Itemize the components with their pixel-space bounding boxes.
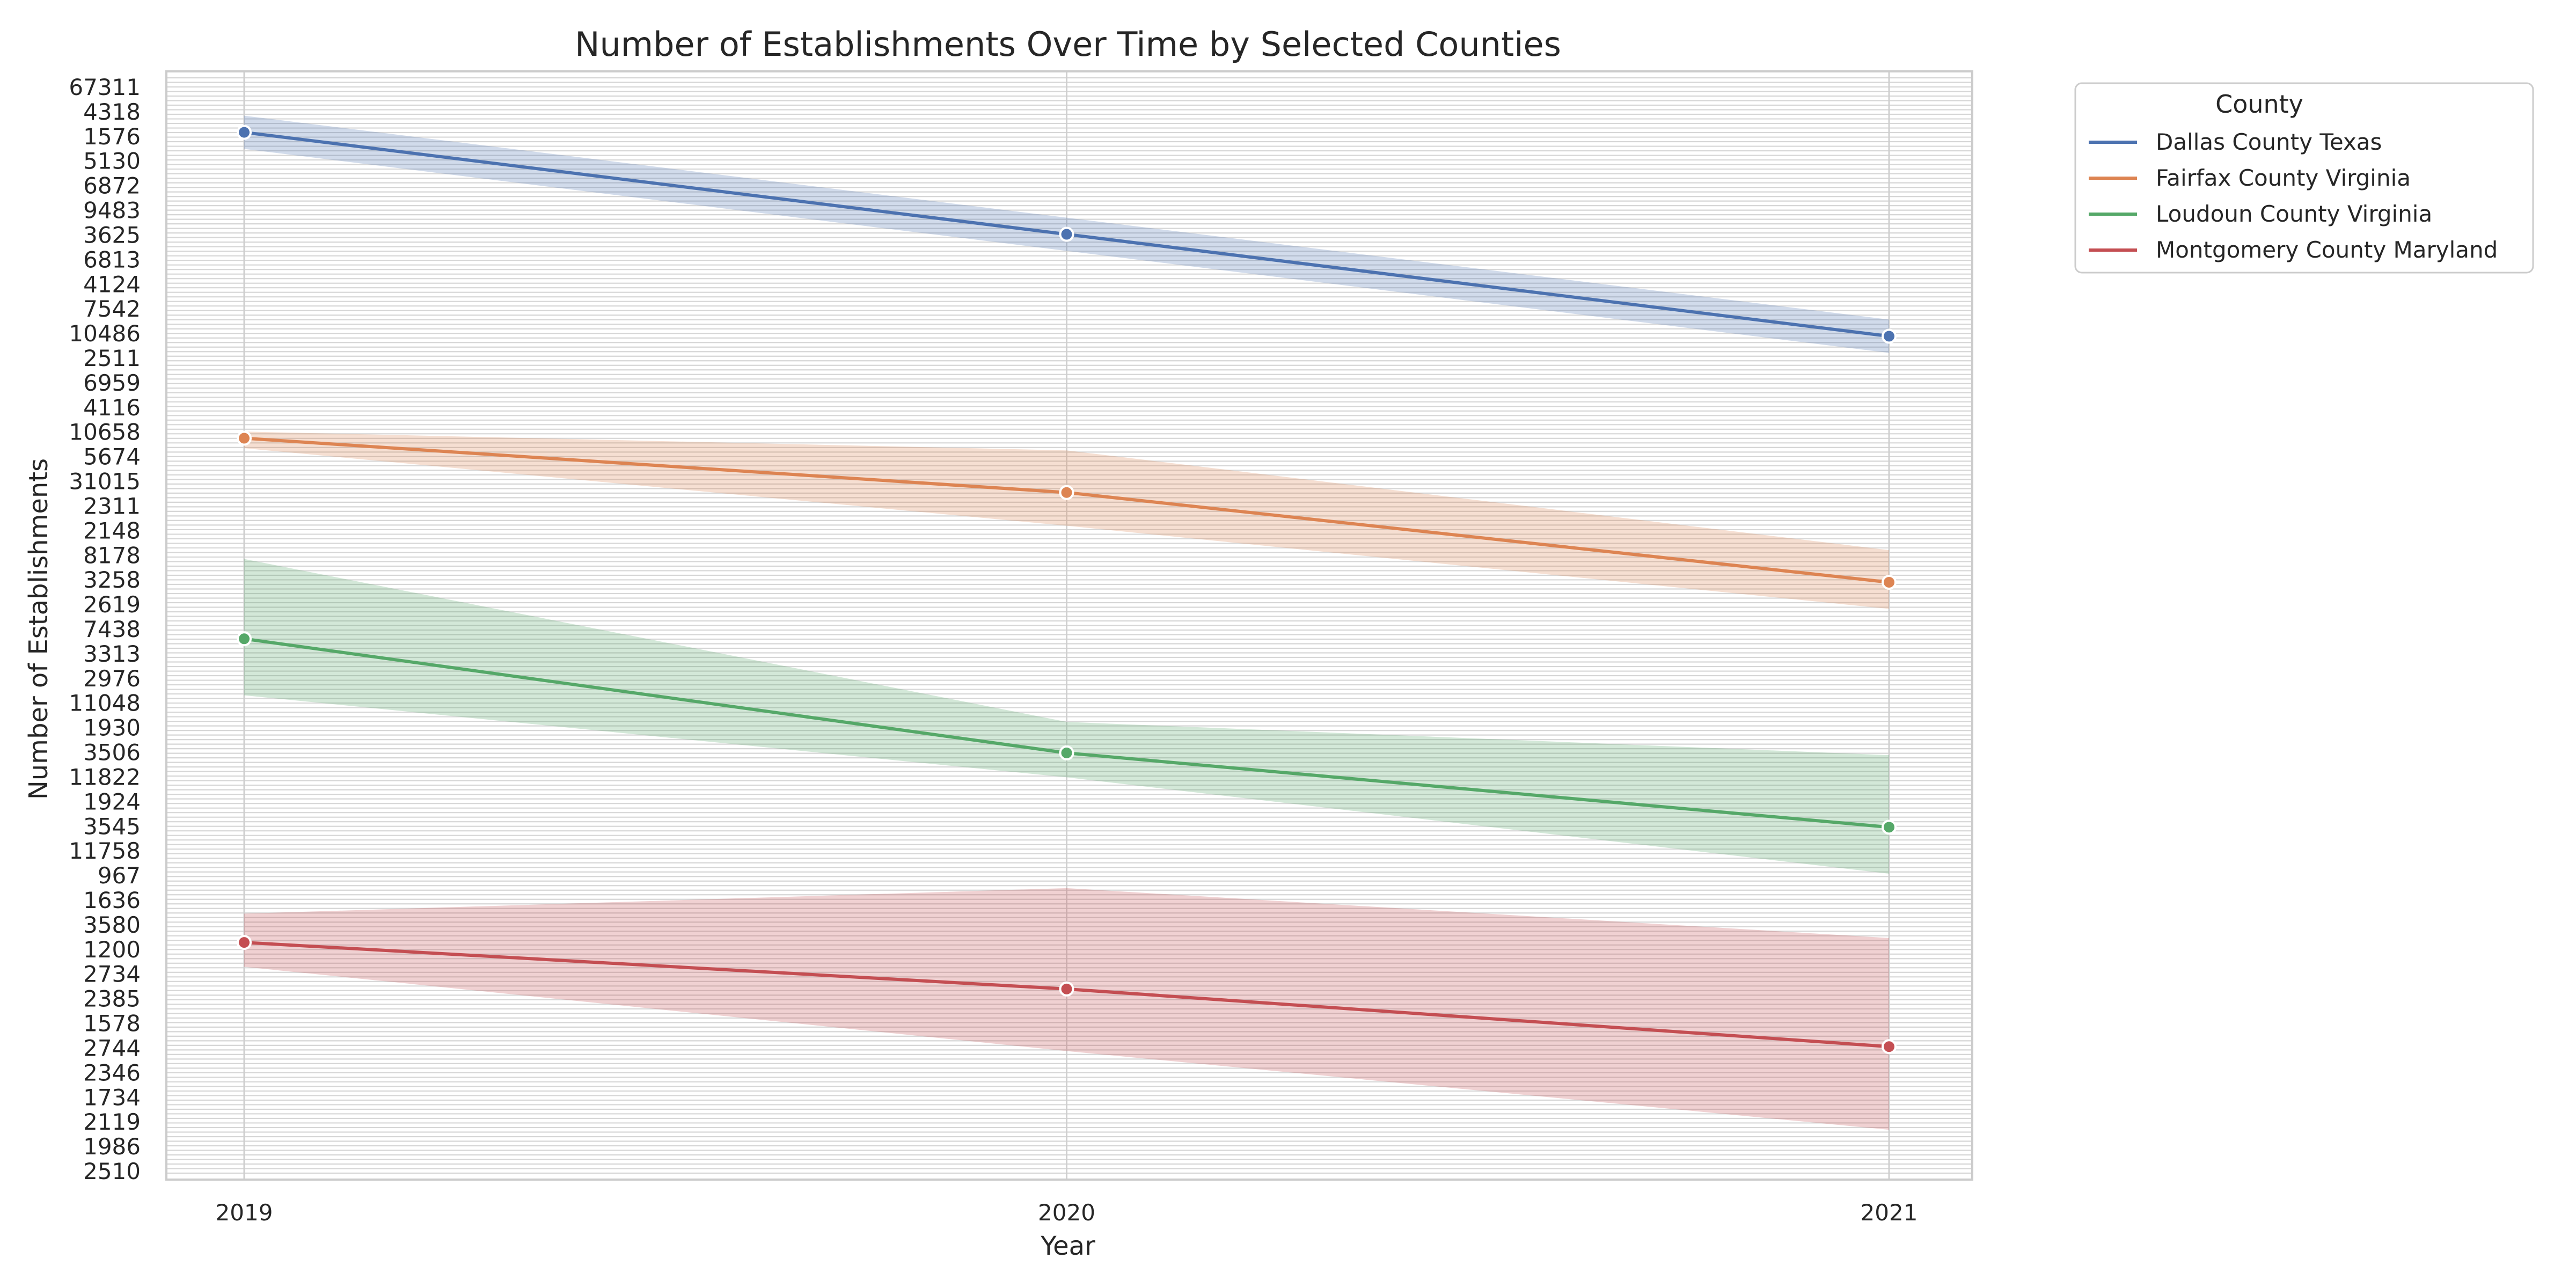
y-tick-label: 11048 — [69, 690, 141, 716]
y-tick-label: 3580 — [83, 912, 141, 938]
y-tick-label: 1924 — [83, 788, 141, 815]
data-point — [1059, 981, 1074, 997]
data-point — [1059, 745, 1074, 760]
x-tick-label: 2019 — [216, 1199, 273, 1226]
x-tick-label: 2020 — [1038, 1199, 1095, 1226]
y-tick-label: 2385 — [83, 986, 141, 1012]
data-point — [237, 631, 252, 647]
y-tick-label: 2976 — [83, 665, 141, 692]
y-axis-ticks: 6731143181576513068729483362568134124754… — [69, 74, 141, 1184]
data-point — [1882, 819, 1897, 835]
plot-area — [165, 70, 1973, 1181]
confidence-band — [244, 559, 1889, 874]
legend-title: County — [2215, 90, 2303, 119]
y-tick-label: 3506 — [83, 740, 141, 766]
legend: County Dallas County Texas Fairfax County… — [2074, 82, 2534, 274]
confidence-band — [244, 431, 1889, 609]
y-tick-label: 2346 — [83, 1059, 141, 1086]
data-point — [1059, 485, 1074, 500]
y-tick-label: 3258 — [83, 567, 141, 593]
y-tick-label: 2119 — [83, 1109, 141, 1135]
y-tick-label: 9483 — [83, 197, 141, 224]
y-tick-label: 5130 — [83, 148, 141, 174]
legend-frame — [2074, 82, 2534, 274]
data-point — [237, 430, 252, 446]
y-tick-label: 2744 — [83, 1035, 141, 1061]
y-tick-label: 3313 — [83, 641, 141, 667]
y-tick-label: 67311 — [69, 74, 141, 100]
legend-entry-label: Fairfax County Virginia — [2156, 165, 2411, 191]
y-tick-label: 3545 — [83, 813, 141, 839]
y-tick-label: 1734 — [83, 1084, 141, 1110]
y-tick-label: 1636 — [83, 887, 141, 913]
x-axis-ticks: 2019 2020 2021 — [216, 1199, 1918, 1226]
y-tick-label: 6813 — [83, 246, 141, 273]
legend-entry-label: Montgomery County Maryland — [2156, 237, 2498, 263]
y-tick-label: 10658 — [69, 419, 141, 445]
series-points — [237, 125, 1897, 1055]
y-axis-label: Number of Establishments — [24, 458, 54, 800]
legend-entry-label: Loudoun County Virginia — [2156, 201, 2432, 227]
chart-title: Number of Establishments Over Time by Se… — [575, 25, 1561, 64]
y-tick-label: 6872 — [83, 173, 141, 199]
y-tick-label: 1578 — [83, 1011, 141, 1037]
y-tick-label: 4116 — [83, 394, 141, 421]
data-point — [237, 125, 252, 140]
y-tick-label: 8178 — [83, 542, 141, 568]
data-point — [1882, 1039, 1897, 1055]
y-tick-label: 1930 — [83, 715, 141, 741]
y-tick-label: 1986 — [83, 1133, 141, 1160]
y-tick-label: 5674 — [83, 444, 141, 470]
data-point — [1882, 574, 1897, 590]
data-point — [1059, 226, 1074, 242]
y-tick-label: 3625 — [83, 222, 141, 248]
x-tick-label: 2021 — [1861, 1199, 1918, 1226]
y-tick-label: 11822 — [69, 764, 141, 790]
legend-entry-label: Dallas County Texas — [2156, 129, 2382, 155]
x-axis-label: Year — [1040, 1231, 1095, 1261]
y-tick-label: 2619 — [83, 591, 141, 618]
y-tick-label: 4318 — [83, 99, 141, 125]
y-tick-label: 31015 — [69, 469, 141, 495]
confidence-band — [244, 888, 1889, 1130]
y-tick-label: 2511 — [83, 345, 141, 371]
y-tick-label: 7542 — [83, 296, 141, 322]
y-tick-label: 4124 — [83, 271, 141, 297]
y-tick-label: 1200 — [83, 936, 141, 963]
y-tick-label: 2311 — [83, 493, 141, 519]
y-tick-label: 967 — [98, 862, 141, 889]
legend-items: Dallas County Texas Fairfax County Virgin… — [2089, 129, 2498, 263]
data-point — [237, 935, 252, 950]
y-tick-label: 10486 — [69, 320, 141, 347]
y-tick-label: 2510 — [83, 1158, 141, 1184]
y-tick-label: 1576 — [83, 123, 141, 150]
y-tick-label: 7438 — [83, 616, 141, 642]
grid — [166, 71, 1972, 1180]
data-point — [1882, 328, 1897, 344]
y-tick-label: 2734 — [83, 961, 141, 987]
y-tick-label: 6959 — [83, 370, 141, 396]
y-tick-label: 11758 — [69, 838, 141, 864]
plot-border — [165, 70, 1973, 1181]
y-tick-label: 2148 — [83, 517, 141, 544]
